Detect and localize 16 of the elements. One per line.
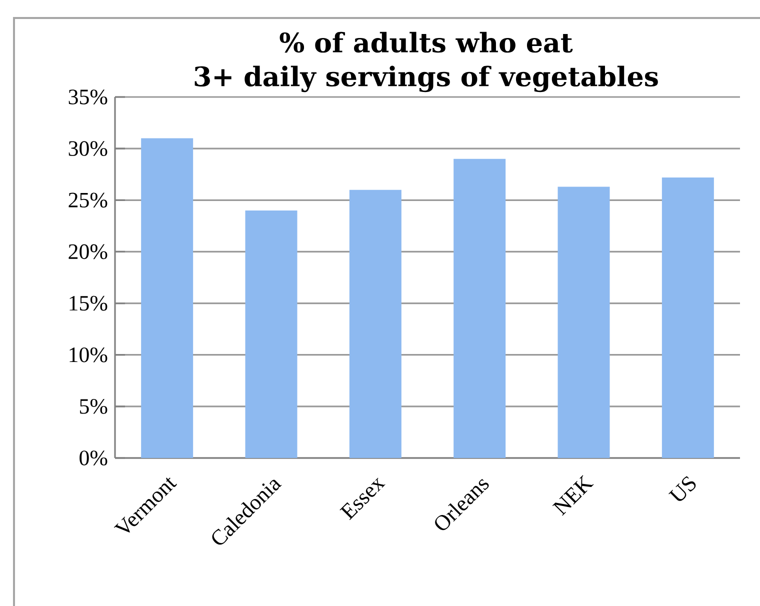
chart-title: % of adults who eat 3+ daily servings of vegetables [194,32,658,92]
y-tick-label: 30% [68,141,108,156]
bar [141,138,194,458]
y-tick-label: 25% [68,192,108,208]
bar [662,177,714,458]
bar [558,186,610,458]
bar [349,190,402,458]
bar [245,210,298,458]
x-tick-label: US [668,476,696,501]
y-tick-label: 0% [80,450,108,466]
y-tick-label: 35% [68,90,108,104]
y-tick-label: 10% [70,347,108,362]
bar [454,158,506,458]
y-tick-label: 20% [68,244,108,260]
y-tick-label: 15% [70,296,108,311]
y-tick-label: 5% [80,399,108,414]
